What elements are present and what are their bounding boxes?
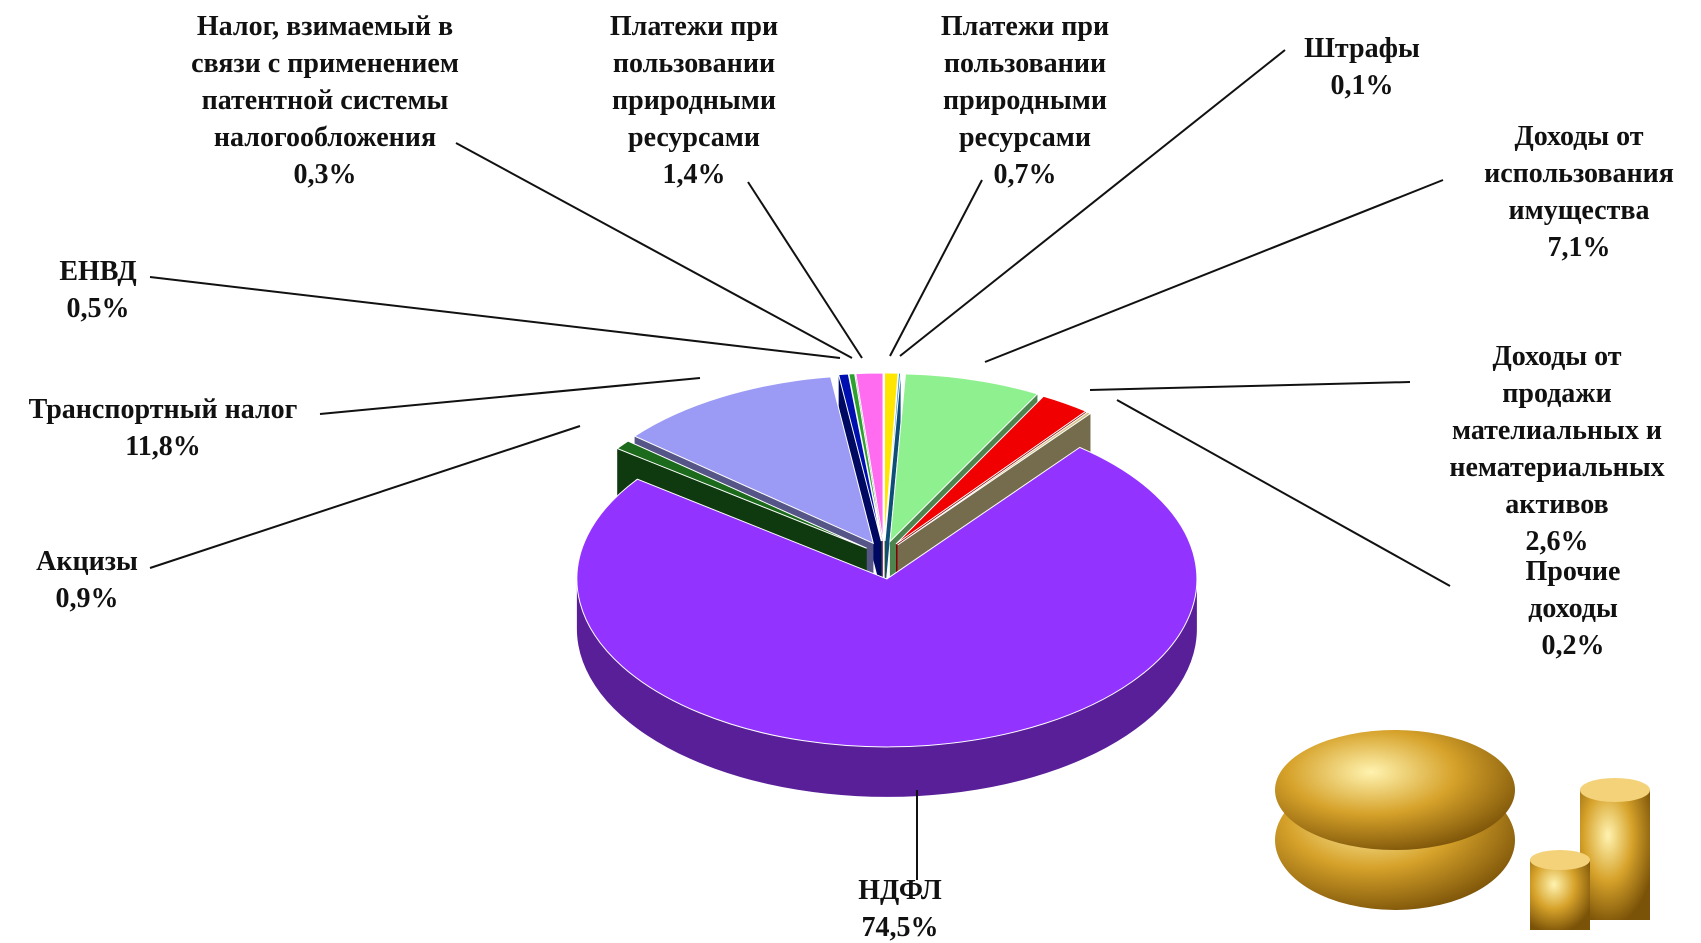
leader-line: [889, 179, 983, 357]
value-label: 1,4%: [662, 159, 726, 190]
leader-lines: [149, 49, 1451, 880]
value-label: 0,5%: [66, 293, 130, 324]
value-label: 2,6%: [1525, 526, 1589, 557]
slice-label: НДФЛ 74,5%: [858, 872, 941, 943]
leader-line: [319, 377, 701, 415]
value-label: 7,1%: [1547, 232, 1611, 263]
value-label: 11,8%: [125, 431, 201, 462]
slice: [889, 373, 1039, 543]
slice: [855, 372, 884, 542]
slice-outer-wall: [576, 578, 1197, 797]
slice-label: Налог, взимаемый в связи с применением п…: [191, 8, 459, 193]
leader-line: [149, 425, 581, 569]
category-label: ЕНВД: [59, 256, 137, 287]
leader-line: [1089, 381, 1411, 391]
category-label: Акцизы: [36, 546, 138, 577]
slice: [633, 376, 875, 545]
value-label: 0,7%: [993, 159, 1057, 190]
value-label: 0,2%: [1541, 630, 1605, 661]
leader-line: [747, 181, 863, 359]
slice-label: Акцизы 0,9%: [36, 543, 138, 617]
category-label: Налог, взимаемый в связи с применением п…: [191, 11, 459, 153]
decoration-coins: [1275, 730, 1650, 930]
slice: [884, 372, 902, 541]
slice: [616, 440, 867, 549]
category-label: Платежи при пользовании природными ресур…: [609, 11, 779, 153]
value-label: 74,5%: [861, 912, 939, 943]
slice: [883, 372, 899, 541]
category-label: Платежи при пользовании природными ресур…: [940, 11, 1110, 153]
category-label: Доходы от использования имущества: [1484, 121, 1674, 226]
slice-label: Доходы от продажи мателиальных и нематер…: [1449, 338, 1664, 560]
slice: [895, 395, 1087, 545]
leader-line: [455, 142, 853, 359]
slice-label: ЕНВД 0,5%: [59, 253, 136, 327]
slice-label: Транспортный налог 11,8%: [29, 391, 298, 465]
slice: [897, 411, 1092, 546]
value-label: 0,9%: [55, 583, 119, 614]
slice: [838, 373, 882, 542]
slice: [848, 373, 883, 542]
category-label: Прочие доходы: [1525, 556, 1621, 624]
slice-label: Доходы от использования имущества 7,1%: [1484, 118, 1674, 266]
leader-line: [984, 179, 1444, 363]
value-label: 0,3%: [293, 159, 357, 190]
slice-radial-wall: [885, 373, 901, 591]
slice-label: Платежи при пользовании природными ресур…: [610, 8, 778, 193]
slice-label: Платежи при пользовании природными ресур…: [941, 8, 1109, 193]
slice-label: Штрафы 0,1%: [1304, 30, 1420, 104]
category-label: Штрафы: [1304, 33, 1420, 64]
leader-line: [1116, 399, 1451, 587]
leader-line: [899, 49, 1286, 357]
leader-line: [149, 276, 841, 359]
category-label: Транспортный налог: [28, 394, 298, 425]
slice-label: Прочие доходы 0,2%: [1509, 553, 1637, 664]
category-label: НДФЛ: [858, 875, 942, 906]
slice-tops: [576, 372, 1198, 748]
value-label: 0,1%: [1330, 70, 1394, 101]
category-label: Доходы от продажи мателиальных и нематер…: [1449, 341, 1665, 520]
slice: [576, 446, 1198, 748]
